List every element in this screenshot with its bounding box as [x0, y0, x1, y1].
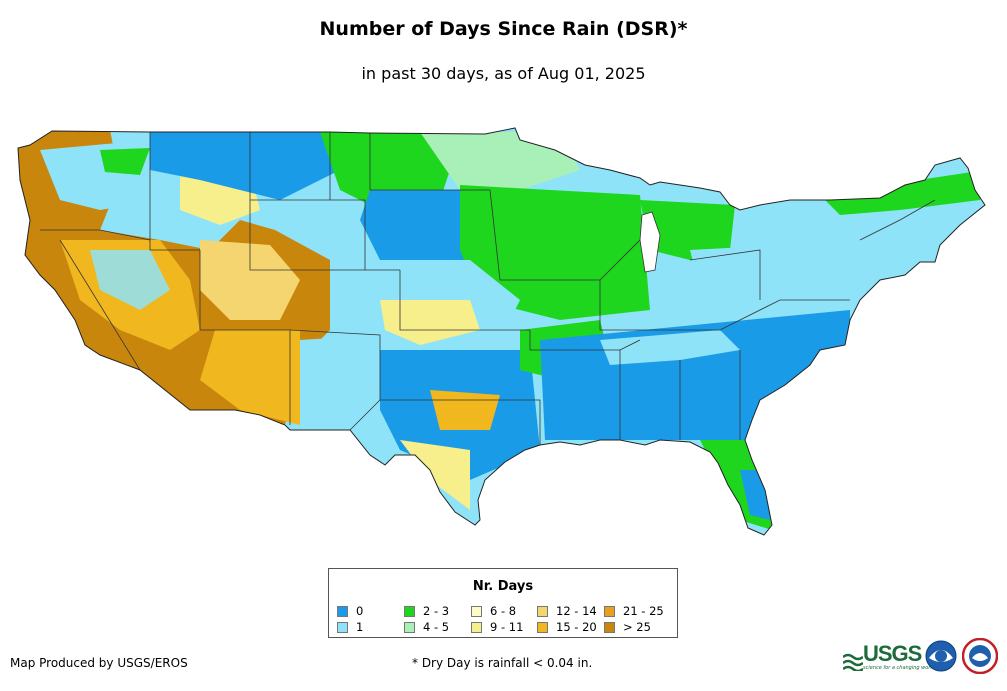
legend-label: 0	[356, 604, 364, 618]
legend-label: 9 - 11	[490, 620, 524, 634]
credit-text: Map Produced by USGS/EROS	[10, 656, 188, 670]
legend-label: 6 - 8	[490, 604, 517, 618]
legend-label: 15 - 20	[556, 620, 597, 634]
legend-item: 1	[337, 620, 363, 634]
lake-michigan	[639, 211, 661, 273]
legend-item: 12 - 14	[537, 604, 597, 618]
conus-dsr-map	[17, 127, 986, 536]
us-outline	[17, 127, 986, 536]
legend-label: 1	[356, 620, 364, 634]
map-title: Number of Days Since Rain (DSR)*	[319, 18, 688, 40]
legend-swatch	[471, 621, 482, 633]
legend-item: 4 - 5	[404, 620, 449, 634]
usgs-wordmark: USGS	[863, 641, 922, 666]
legend-swatch	[337, 605, 348, 617]
usgs-logo: USGS science for a changing world	[843, 643, 935, 671]
usgs-wave-icon	[843, 653, 863, 671]
legend-swatch	[604, 621, 615, 633]
legend-swatch	[404, 621, 415, 633]
legend-label: 2 - 3	[423, 604, 450, 618]
legend: Nr. Days 0 1 2 - 3 4 - 5 6 - 8 9 - 11 12…	[328, 568, 678, 638]
nws-logo-icon	[962, 638, 998, 674]
map-subtitle: in past 30 days, as of Aug 01, 2025	[361, 64, 646, 83]
legend-swatch	[604, 605, 615, 617]
legend-item: 9 - 11	[471, 620, 523, 634]
legend-title: Nr. Days	[472, 579, 534, 594]
usgs-tagline: science for a changing world	[863, 665, 935, 671]
legend-swatch	[471, 605, 482, 617]
legend-item: > 25	[604, 620, 651, 634]
legend-swatch	[537, 621, 548, 633]
legend-label: > 25	[623, 620, 651, 634]
legend-label: 12 - 14	[556, 604, 597, 618]
legend-label: 4 - 5	[423, 620, 450, 634]
footnote-text: * Dry Day is rainfall < 0.04 in.	[412, 656, 593, 670]
legend-item: 15 - 20	[537, 620, 597, 634]
legend-item: 21 - 25	[604, 604, 664, 618]
legend-swatch	[537, 605, 548, 617]
legend-item: 6 - 8	[471, 604, 516, 618]
state-borders	[40, 132, 936, 445]
legend-swatch	[404, 605, 415, 617]
legend-item: 2 - 3	[404, 604, 449, 618]
noaa-logo-icon	[925, 640, 957, 672]
legend-label: 21 - 25	[623, 604, 664, 618]
legend-swatch	[337, 621, 348, 633]
legend-item: 0	[337, 604, 363, 618]
